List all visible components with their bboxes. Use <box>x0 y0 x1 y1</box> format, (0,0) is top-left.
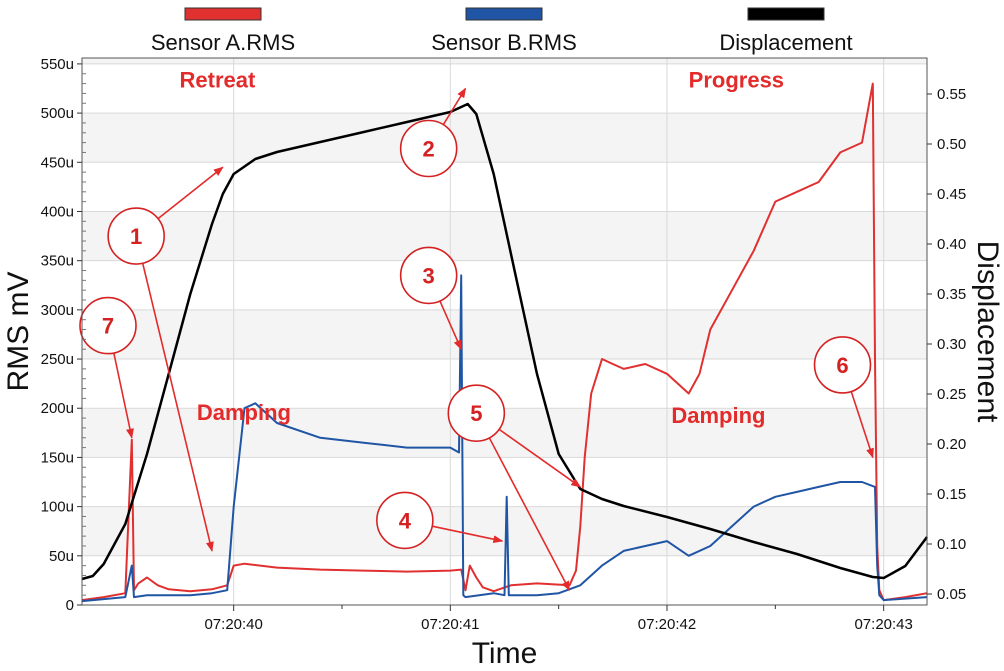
y-left-tick-label: 0 <box>66 597 74 614</box>
x-tick-label: 07:20:40 <box>204 616 262 633</box>
series-line-1 <box>81 82 928 602</box>
y-right-tick-label: 0.30 <box>937 336 966 353</box>
marker-label: 6 <box>836 353 848 378</box>
annotation-text: Damping <box>197 400 291 425</box>
grid-band <box>82 309 927 360</box>
y-left-tick-label: 550u <box>41 56 74 73</box>
marker-circle <box>447 384 506 442</box>
marker-label: 4 <box>399 508 412 533</box>
annotation-text: Damping <box>671 403 765 428</box>
marker-arrow <box>432 525 504 544</box>
y-right-tick-label: 0.40 <box>937 236 966 253</box>
y-right-tick-label: 0.55 <box>937 86 966 103</box>
x-axis-title: Time <box>472 637 538 670</box>
y-left-axis-title: RMS mV <box>2 272 35 392</box>
marker-arrow <box>439 300 462 351</box>
legend-label-2: Sensor B.RMS <box>431 30 577 55</box>
marker-circle <box>813 336 872 394</box>
x-tick-label: 07:20:41 <box>421 616 479 633</box>
marker-arrow <box>498 428 582 488</box>
marker-label: 2 <box>423 137 435 162</box>
y-left-tick-label: 250u <box>41 351 74 368</box>
y-right-tick-label: 0.05 <box>937 586 966 603</box>
legend-swatch-2 <box>465 7 543 21</box>
x-tick-label: 07:20:43 <box>854 616 912 633</box>
series-line-3 <box>81 102 929 581</box>
series-line-2 <box>81 274 928 603</box>
marker-arrow <box>157 166 224 220</box>
legend-swatch-3 <box>747 7 825 21</box>
legend-swatch-1 <box>184 7 262 21</box>
y-left-tick-label: 350u <box>41 253 74 270</box>
annotation-text: Progress <box>689 68 784 93</box>
marker-arrow <box>488 437 571 592</box>
y-left-tick-label: 100u <box>41 499 74 516</box>
annotation-text: Retreat <box>180 68 256 93</box>
y-left-tick-label: 450u <box>41 154 74 171</box>
y-left-tick-label: 50u <box>49 548 74 565</box>
y-right-tick-label: 0.20 <box>937 436 966 453</box>
marker-circle <box>107 207 165 265</box>
y-right-tick-label: 0.15 <box>937 486 966 503</box>
x-tick-label: 07:20:42 <box>638 616 696 633</box>
plot-background <box>82 58 927 605</box>
grid-band <box>82 506 927 556</box>
y-left-tick-label: 400u <box>41 203 74 220</box>
marker-label: 7 <box>102 314 114 339</box>
y-right-tick-label: 0.25 <box>937 386 966 403</box>
y-right-tick-label: 0.35 <box>937 286 966 303</box>
legend: Sensor A.RMS Sensor B.RMS Displacement <box>151 7 853 55</box>
marker-arrow <box>141 263 214 552</box>
y-right-tick-label: 0.45 <box>937 186 966 203</box>
marker-label: 1 <box>130 224 142 249</box>
y-left-tick-label: 300u <box>41 302 74 319</box>
grid-band <box>82 58 927 64</box>
marker-circle <box>399 246 458 305</box>
y-right-axis-title: Displacement <box>971 241 1004 423</box>
legend-label-1: Sensor A.RMS <box>151 30 295 55</box>
axes: 0 50u 100u 150u 200u 250u 300u 350u 400u 450u 500u… <box>2 56 1004 670</box>
y-right-tick-label: 0.10 <box>937 536 966 553</box>
marker-circle <box>79 296 137 355</box>
series-layer <box>81 82 929 603</box>
marker-label: 5 <box>470 401 482 426</box>
marker-circle <box>376 491 434 550</box>
y-left-tick-label: 500u <box>41 105 74 122</box>
y-left-tick-label: 150u <box>41 449 74 466</box>
marker-arrow <box>850 391 874 459</box>
plot-frame <box>81 57 928 606</box>
marker-arrow <box>442 87 467 126</box>
marker-arrow <box>113 352 134 439</box>
annotation-layer: Retreat Progress Damping Damping 1 2 3 4 5 6 7 <box>79 68 874 592</box>
legend-label-3: Displacement <box>719 30 852 55</box>
y-right-tick-label: 0.50 <box>937 136 966 153</box>
grid-band <box>82 113 927 163</box>
marker-circle <box>399 119 458 178</box>
y-left-tick-label: 200u <box>41 400 74 417</box>
marker-label: 3 <box>423 263 435 288</box>
